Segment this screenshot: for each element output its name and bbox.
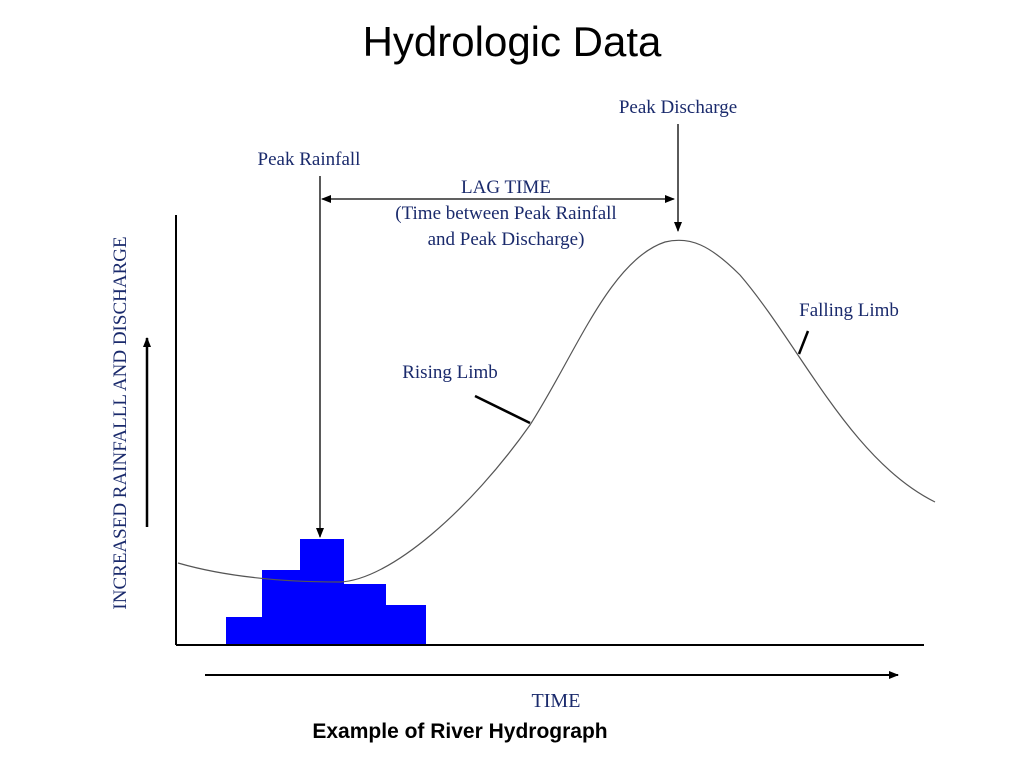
rising-limb-label: Rising Limb xyxy=(402,362,498,383)
slide-title: Hydrologic Data xyxy=(362,18,662,65)
peak-rainfall-label: Peak Rainfall xyxy=(258,149,361,170)
rainfall-bar xyxy=(344,584,386,644)
rainfall-bar xyxy=(300,539,344,644)
peak-discharge-label: Peak Discharge xyxy=(619,97,737,118)
discharge-curve xyxy=(177,239,936,583)
y-axis-label: INCREASED RAINFALLL AND DISCHARGE xyxy=(110,236,131,609)
rising-limb-pointer xyxy=(474,394,531,425)
falling-limb-label: Falling Limb xyxy=(799,300,899,321)
lag-time-desc-line1: (Time between Peak Rainfall xyxy=(395,203,616,224)
falling-limb-pointer xyxy=(797,330,810,355)
rainfall-bar xyxy=(226,617,262,644)
figure-caption: Example of River Hydrograph xyxy=(0,720,1024,744)
rainfall-bars xyxy=(226,539,426,644)
rainfall-bar xyxy=(386,605,426,644)
lag-time-desc-line2: and Peak Discharge) xyxy=(428,229,585,250)
rainfall-bar xyxy=(262,570,300,644)
figure-caption-text: Example of River Hydrograph xyxy=(312,720,608,743)
lag-time-title: LAG TIME xyxy=(461,177,551,198)
x-axis-label: TIME xyxy=(532,690,581,712)
